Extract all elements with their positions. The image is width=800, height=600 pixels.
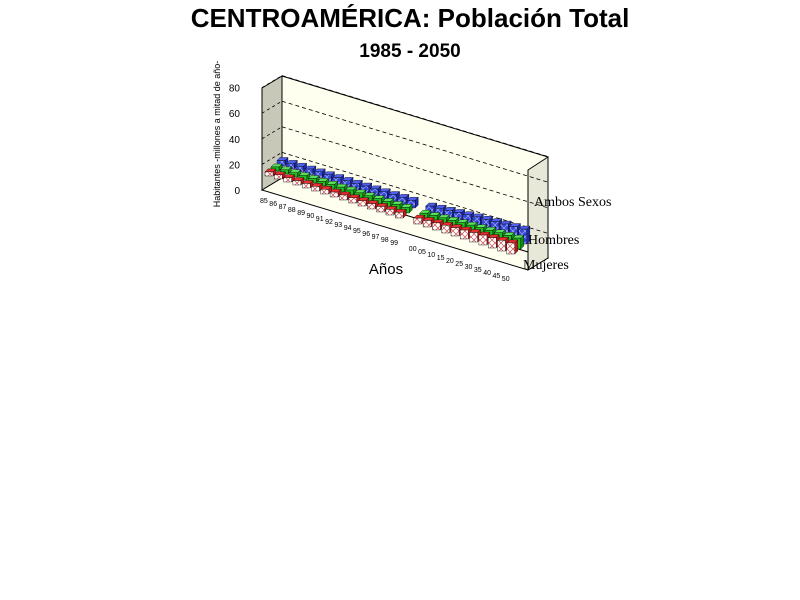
bar-mujeres — [506, 239, 519, 255]
x-axis: 85 86 87 88 89 90 91 92 93 94 95 96 97 98 99 00 05 10 15 20… — [260, 198, 510, 283]
bar-mujeres — [357, 197, 370, 207]
x-tick-label: 90 — [307, 213, 315, 220]
gridline — [261, 100, 283, 114]
gridline — [281, 126, 549, 209]
bar-mujeres — [394, 208, 407, 219]
gridlines — [261, 75, 549, 234]
x-tick-label: 20 — [446, 258, 454, 265]
gridline — [281, 152, 549, 234]
bar-ambos-sexos — [332, 174, 345, 185]
gridline — [261, 152, 283, 165]
x-tick-label: 97 — [372, 234, 380, 241]
x-tick-label: 50 — [502, 276, 510, 283]
bar-mujeres — [366, 200, 379, 210]
gridline — [261, 126, 283, 140]
bar-mujeres — [422, 216, 435, 228]
y-tick-label: 20 — [229, 160, 241, 171]
x-tick-label: 85 — [260, 198, 268, 205]
x-tick-label: 45 — [493, 273, 501, 280]
bar-mujeres — [413, 214, 426, 225]
bar-ambos-sexos — [397, 193, 410, 206]
bar-mujeres — [273, 171, 286, 180]
y-axis: 0 20 40 60 80 — [229, 84, 241, 197]
y-axis-label: Habitantes -millones a mitad de año- — [212, 61, 222, 208]
x-tick-label: 40 — [483, 270, 491, 277]
chart-subtitle: 1985 - 2050 — [359, 41, 460, 62]
x-tick-label: 91 — [316, 216, 324, 223]
x-tick-label: 96 — [362, 231, 370, 238]
bar-mujeres — [338, 191, 351, 201]
bar-mujeres — [292, 177, 305, 186]
x-tick-label: 00 — [409, 246, 417, 253]
x-tick-label: 35 — [474, 267, 482, 274]
x-tick-label: 86 — [269, 201, 277, 208]
bar-ambos-sexos — [378, 188, 391, 200]
y-tick-label: 60 — [229, 109, 241, 120]
x-tick-label: 88 — [288, 207, 296, 214]
x-tick-label: 93 — [334, 222, 342, 229]
x-tick-label: 89 — [297, 210, 305, 217]
y-tick-label: 0 — [234, 186, 240, 197]
chart-title: CENTROAMÉRICA: Población Total — [191, 3, 630, 33]
x-tick-label: 15 — [437, 255, 445, 262]
bar-mujeres — [320, 185, 333, 195]
x-tick-label: 30 — [465, 264, 473, 271]
gridline — [281, 75, 549, 157]
right-edge — [527, 156, 549, 271]
x-tick-label: 25 — [455, 261, 463, 268]
x-tick-label: 87 — [279, 204, 287, 211]
bar-mujeres — [376, 202, 389, 213]
bar-mujeres — [264, 168, 277, 177]
legend-mujeres: Mujeres — [523, 258, 569, 273]
x-tick-label: 05 — [418, 249, 426, 256]
bar-mujeres — [348, 194, 361, 204]
chart-frame — [260, 75, 550, 271]
bar-mujeres — [311, 182, 323, 192]
x-tick-label: 99 — [390, 240, 398, 247]
bars — [264, 157, 531, 255]
x-tick-label: 95 — [353, 228, 361, 235]
x-tick-label: 94 — [344, 225, 352, 232]
bar-mujeres — [283, 174, 296, 183]
y-tick-label: 40 — [229, 135, 241, 146]
bar-mujeres — [385, 205, 398, 216]
gridline — [281, 100, 549, 183]
legend-ambos-sexos: Ambos Sexos — [534, 195, 611, 210]
gridline — [261, 75, 283, 88]
x-tick-label: 92 — [325, 219, 333, 226]
x-tick-label: 98 — [381, 237, 389, 244]
x-axis-label: Años — [369, 261, 403, 278]
x-tick-label: 10 — [427, 252, 435, 259]
y-tick-label: 80 — [229, 84, 241, 95]
legend-hombres: Hombres — [528, 233, 579, 248]
